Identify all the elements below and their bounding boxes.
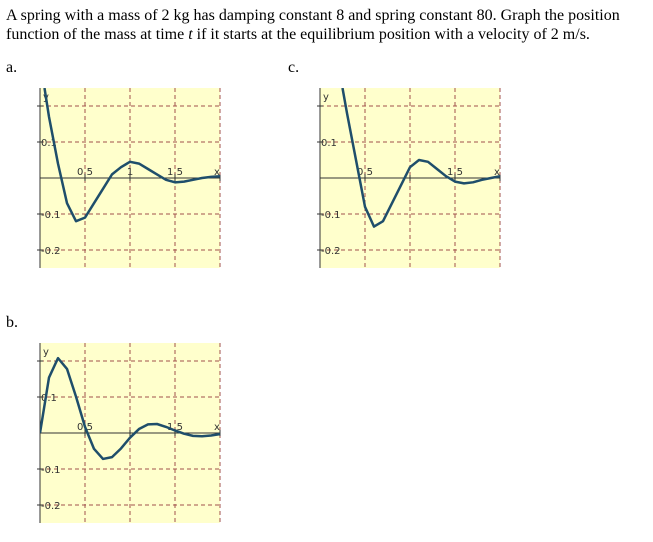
graph-label: c. [288, 59, 299, 76]
graph: -0.2-0.10.10.5 1.5yx [37, 343, 221, 523]
y-tick-label: 0.1 [41, 138, 57, 149]
y-axis-label: y [43, 347, 49, 358]
curve [341, 88, 500, 228]
y-tick-label: -0.1 [41, 465, 61, 476]
curve [40, 356, 220, 461]
x-axis-label: x [214, 422, 220, 433]
question-var: t [188, 26, 193, 43]
x-tick-label: 1 [127, 167, 133, 178]
y-tick-label: 0.1 [321, 138, 337, 149]
graph: -0.2 -0.1 0.1 0.5 1.5 y x [317, 88, 501, 268]
x-tick-label: 0.5 [77, 167, 93, 178]
y-tick-label: -0.1 [41, 210, 61, 221]
question-text: A spring with a mass of 2 kg has damping… [6, 7, 620, 43]
x-axis-label: x [214, 167, 220, 178]
y-tick-label: -0.1 [321, 210, 341, 221]
graph-label: b. [6, 314, 18, 331]
graph-label: a. [6, 59, 17, 76]
question: A spring with a mass of 2 kg has damping… [6, 6, 631, 44]
y-tick-label: -0.2 [321, 246, 341, 257]
x-tick-label: 1.5 [167, 422, 183, 433]
graph: -0.2-0.10.10.5 1 1.5yx [37, 88, 221, 268]
x-axis-label: x [494, 167, 500, 178]
y-axis-label: y [323, 92, 329, 103]
y-tick-label: -0.2 [41, 246, 61, 257]
y-tick-label: 0.1 [41, 393, 57, 404]
question-text: if it starts at the equilibrium position… [192, 26, 590, 43]
x-tick-label: 0.5 [357, 167, 373, 178]
y-tick-label: -0.2 [41, 501, 61, 512]
curve [43, 88, 220, 223]
x-tick-label: 1.5 [447, 167, 463, 178]
x-tick-label: 1.5 [167, 167, 183, 178]
